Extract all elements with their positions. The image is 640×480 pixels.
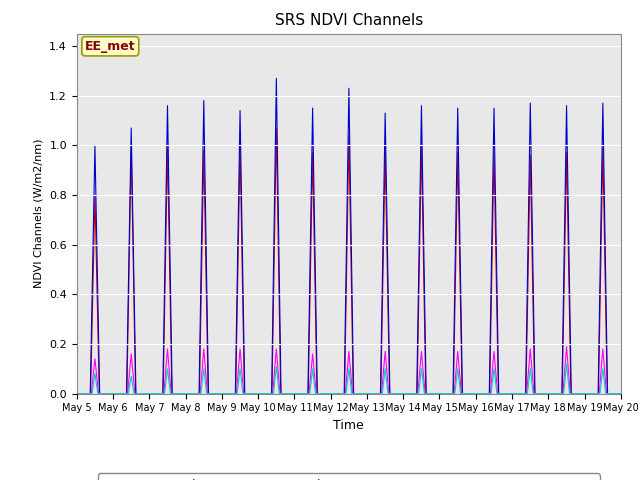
Line: NDVI_810in: NDVI_810in xyxy=(77,78,621,394)
Text: EE_met: EE_met xyxy=(85,40,136,53)
NDVI_810in xyxy=(548,391,556,396)
NDVI_650in xyxy=(282,391,289,396)
NDVI_810out xyxy=(135,391,143,396)
NDVI_650out xyxy=(305,391,313,396)
NDVI_810in xyxy=(607,391,614,396)
Title: SRS NDVI Channels: SRS NDVI Channels xyxy=(275,13,423,28)
NDVI_650out xyxy=(282,391,289,396)
NDVI_650in xyxy=(548,391,556,396)
Y-axis label: NDVI Channels (W/m2/nm): NDVI Channels (W/m2/nm) xyxy=(34,139,44,288)
Legend: NDVI_650in, NDVI_810in, NDVI_650out, NDVI_810out: NDVI_650in, NDVI_810in, NDVI_650out, NDV… xyxy=(98,473,600,480)
NDVI_650out xyxy=(563,344,570,349)
NDVI_810out xyxy=(73,391,81,396)
NDVI_810in xyxy=(305,314,313,320)
NDVI_650out xyxy=(73,391,81,396)
NDVI_810out xyxy=(607,391,614,396)
NDVI_810in xyxy=(282,391,289,396)
NDVI_810out xyxy=(305,391,313,396)
NDVI_650in xyxy=(305,340,313,346)
NDVI_650in xyxy=(273,125,280,131)
Line: NDVI_810out: NDVI_810out xyxy=(77,364,621,394)
X-axis label: Time: Time xyxy=(333,419,364,432)
NDVI_810out xyxy=(548,391,556,396)
Line: NDVI_650in: NDVI_650in xyxy=(77,128,621,394)
NDVI_650in xyxy=(135,391,143,396)
NDVI_650in xyxy=(607,391,614,396)
NDVI_650out xyxy=(607,391,614,396)
NDVI_650in xyxy=(73,391,81,396)
NDVI_650out xyxy=(617,391,625,396)
Line: NDVI_650out: NDVI_650out xyxy=(77,347,621,394)
NDVI_810in xyxy=(167,324,175,330)
NDVI_810in xyxy=(73,391,81,396)
NDVI_810in xyxy=(617,391,625,396)
NDVI_810in xyxy=(135,391,143,396)
NDVI_810out xyxy=(563,361,570,367)
NDVI_650out xyxy=(167,391,175,396)
NDVI_810out xyxy=(282,391,289,396)
NDVI_810in xyxy=(273,75,280,81)
NDVI_650out xyxy=(135,391,143,396)
NDVI_650in xyxy=(167,350,175,356)
NDVI_810out xyxy=(167,391,175,396)
NDVI_650in xyxy=(617,391,625,396)
NDVI_810out xyxy=(617,391,625,396)
NDVI_650out xyxy=(548,391,556,396)
